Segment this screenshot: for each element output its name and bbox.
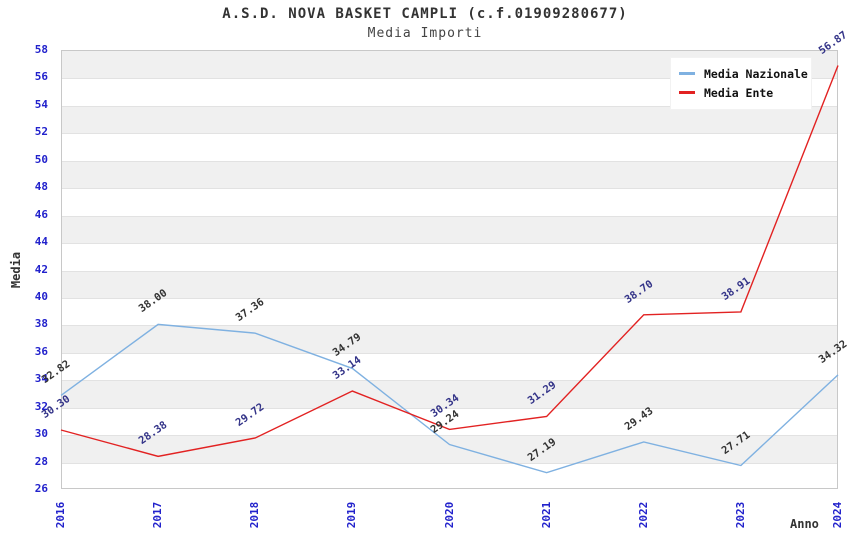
x-tick-label: 2017 [151, 501, 165, 529]
legend-label: Media Ente [704, 85, 774, 100]
grid-line [62, 325, 837, 327]
grid-band [62, 380, 837, 408]
media-ente-line [60, 65, 839, 458]
grid-line [62, 380, 837, 382]
grid-line [62, 462, 837, 464]
x-tick-label: 2021 [539, 501, 553, 529]
x-tick-label: 2023 [733, 501, 747, 529]
media-nazionale-swatch-icon [679, 72, 695, 75]
grid-line [62, 105, 837, 107]
y-tick-label: 56 [34, 70, 48, 84]
x-tick-label: 2018 [248, 501, 262, 529]
grid-line [62, 243, 837, 245]
grid-band [62, 215, 837, 244]
plot-area [61, 50, 838, 489]
y-tick-label: 44 [34, 235, 48, 249]
legend-item-media-ente: Media Ente [679, 83, 803, 102]
y-tick-label: 46 [34, 207, 48, 221]
y-tick-label: 38 [34, 317, 48, 331]
y-axis-title: Media [9, 251, 23, 289]
grid-line [62, 188, 837, 190]
x-tick-label: 2024 [831, 501, 844, 529]
grid-line [62, 352, 837, 354]
chart-subtitle: Media Importi [367, 26, 483, 41]
grid-band [62, 325, 837, 353]
grid-band [62, 105, 837, 134]
y-tick-label: 42 [34, 262, 48, 276]
grid-line [62, 407, 837, 409]
y-tick-label: 48 [34, 180, 48, 194]
grid-line [62, 133, 837, 135]
grid-line [62, 435, 837, 437]
y-tick-label: 28 [34, 454, 48, 468]
y-tick-label: 40 [34, 289, 48, 303]
grid-line [62, 297, 837, 299]
legend-label: Media Nazionale [704, 66, 808, 81]
x-tick-label: 2019 [345, 501, 359, 529]
media-nazionale-line [60, 323, 839, 474]
y-tick-label: 34 [34, 372, 48, 386]
y-tick-label: 54 [34, 97, 48, 111]
chart-title: A.S.D. NOVA BASKET CAMPLI (c.f.019092806… [222, 6, 628, 22]
grid-line [62, 78, 837, 80]
x-axis-title: Anno [790, 517, 819, 531]
y-tick-label: 50 [34, 152, 48, 166]
grid-band [62, 270, 837, 298]
y-tick-label: 26 [34, 482, 48, 495]
y-tick-label: 32 [34, 399, 48, 413]
y-tick-label: 58 [34, 43, 48, 56]
grid-band [62, 160, 837, 189]
grid-line [62, 270, 837, 272]
x-tick-label: 2022 [636, 501, 650, 529]
legend-item-media-nazionale: Media Nazionale [679, 64, 808, 83]
x-tick-label: 2020 [442, 501, 456, 529]
y-tick-label: 36 [34, 344, 48, 358]
legend: Media Nazionale Media Ente [670, 57, 812, 110]
y-tick-label: 30 [34, 427, 48, 441]
media-ente-swatch-icon [679, 91, 695, 94]
grid-line [62, 160, 837, 162]
y-tick-label: 52 [34, 125, 48, 139]
x-tick-label: 2016 [54, 501, 67, 529]
grid-line [62, 215, 837, 217]
